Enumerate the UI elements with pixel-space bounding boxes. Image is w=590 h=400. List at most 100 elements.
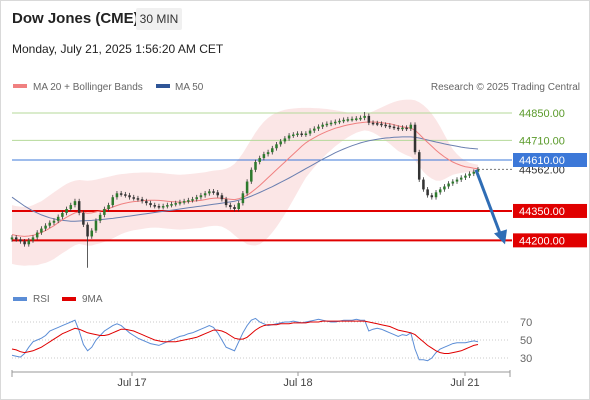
candle-body <box>237 203 240 209</box>
candle-body <box>258 158 261 162</box>
candle-body <box>262 154 266 159</box>
x-tick-label: Jul 17 <box>117 377 146 389</box>
rsi-ma9-line <box>11 320 479 354</box>
candle-body <box>69 205 73 209</box>
candle-body <box>321 124 324 127</box>
rsi-line <box>11 317 479 362</box>
candle-body <box>300 133 303 136</box>
level-label-support: 44200.00 <box>519 235 565 247</box>
instrument-title: Dow Jones (CME) <box>12 10 139 27</box>
candle-body <box>23 241 26 245</box>
candle-body <box>384 124 387 127</box>
level-tag-pivot <box>513 153 587 167</box>
candle-body <box>94 220 98 231</box>
candle-body <box>35 232 39 238</box>
candle-body <box>451 181 455 184</box>
rsi-tick-label: 50 <box>520 335 532 347</box>
candle-body <box>455 179 459 182</box>
candle-body <box>443 186 446 190</box>
ma50-legend-swatch <box>156 84 170 88</box>
rsi-legend-swatch <box>13 297 27 301</box>
candle-body <box>350 118 354 121</box>
candle-body <box>271 148 274 153</box>
candle-body <box>216 192 219 196</box>
candle-body <box>468 173 471 176</box>
candle-body <box>212 191 215 193</box>
candle-body <box>86 224 89 237</box>
candle-body <box>447 183 450 187</box>
candle-body <box>371 122 375 125</box>
candle-body <box>313 128 316 131</box>
level-label-resistance: 44850.00 <box>519 108 565 120</box>
candle-body <box>157 206 161 208</box>
ma20-legend-label: MA 20 + Bollinger Bands <box>33 82 143 93</box>
candle-body <box>208 191 211 194</box>
candle-body <box>354 118 358 120</box>
x-tick-label: Jul 21 <box>450 377 479 389</box>
candle-body <box>61 212 64 217</box>
candle-body <box>161 206 165 208</box>
level-tag-support <box>513 203 587 218</box>
candle-body <box>145 201 148 204</box>
candle-body <box>56 216 60 221</box>
projection-arrow-head <box>494 229 507 245</box>
candle-body <box>195 197 198 200</box>
candle-body <box>174 203 177 205</box>
candle-body <box>199 195 203 198</box>
candle-body <box>132 197 136 199</box>
candle-body <box>149 203 152 206</box>
candle-body <box>329 122 333 125</box>
candle-body <box>426 189 429 196</box>
candle-body <box>359 117 362 120</box>
candle-body <box>279 141 282 145</box>
candle-body <box>266 152 270 155</box>
candle-body <box>287 135 291 139</box>
candle-body <box>44 225 47 229</box>
candle-body <box>73 201 77 206</box>
candle-body <box>401 127 404 130</box>
candle-body <box>380 123 383 126</box>
credit-label: Research © 2025 Trading Central <box>431 82 580 93</box>
candle-body <box>203 193 207 196</box>
timeframe-button[interactable]: 30 MIN <box>136 8 182 30</box>
candle-body <box>170 204 173 206</box>
candle-body <box>140 199 144 202</box>
candle-body <box>317 126 320 129</box>
candle-body <box>434 192 438 198</box>
candle-body <box>124 194 127 196</box>
candle-body <box>136 198 140 200</box>
ma20-legend-swatch <box>13 84 27 88</box>
candle-body <box>304 133 308 136</box>
candle-body <box>182 201 186 203</box>
candle-body <box>107 205 110 209</box>
candle-body <box>115 193 119 198</box>
candle-body <box>342 119 345 122</box>
rsi-legend-label: RSI <box>33 294 50 305</box>
candle-body <box>363 115 366 118</box>
candle-body <box>153 205 156 207</box>
candle-body <box>430 195 434 198</box>
candle-body <box>27 240 31 245</box>
candle-body <box>338 120 341 123</box>
candle-body <box>296 133 299 136</box>
candle-body <box>65 209 68 213</box>
top-legend: MA 20 + Bollinger Bands MA 50 Research ©… <box>13 82 580 93</box>
candle-body <box>166 205 169 207</box>
level-label-support: 44350.00 <box>519 206 565 218</box>
candle-body <box>464 175 467 178</box>
candle-body <box>119 193 123 195</box>
candle-body <box>77 201 81 213</box>
candle-body <box>254 161 257 170</box>
level-label-resistance: 44710.00 <box>519 135 565 147</box>
candle-body <box>31 237 35 241</box>
candle-body <box>52 220 56 223</box>
projection-arrow <box>474 169 502 234</box>
candle-body <box>14 237 18 240</box>
candle-body <box>405 127 408 130</box>
candle-body <box>98 214 102 221</box>
timestamp-label: Monday, July 21, 2025 1:56:20 AM CET <box>12 42 224 56</box>
candle-body <box>367 115 371 123</box>
candle-body <box>409 124 413 129</box>
candle-body <box>396 127 400 130</box>
